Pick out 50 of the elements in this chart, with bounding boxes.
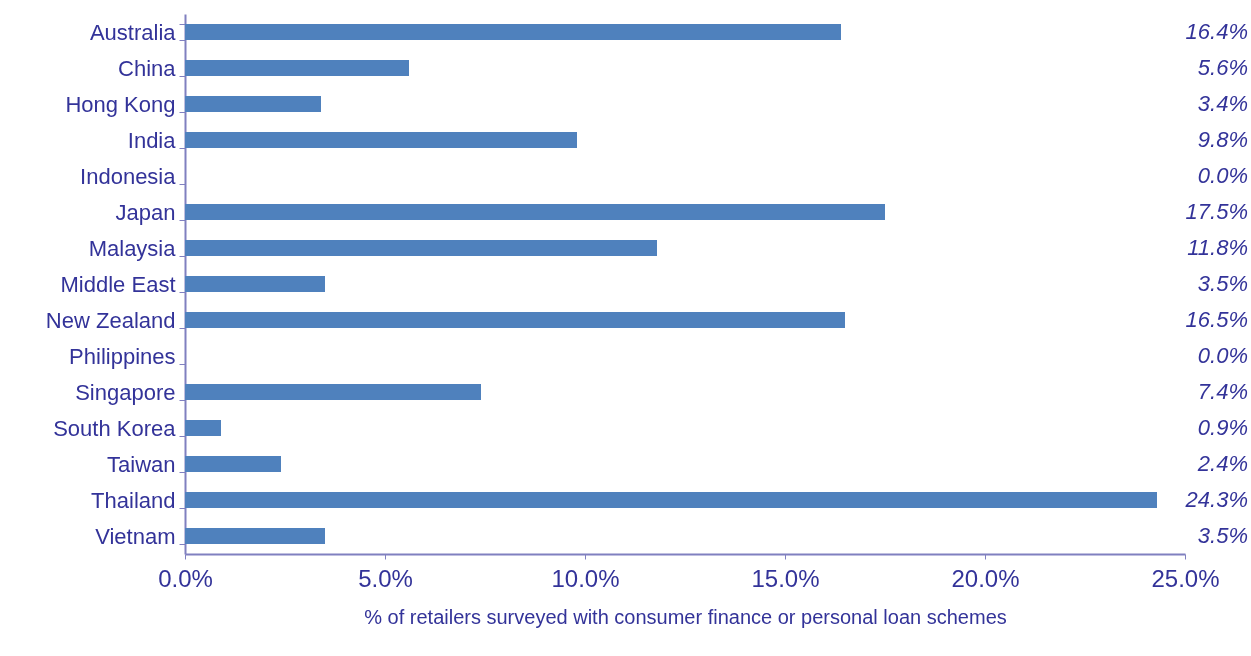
y-tick-label: Japan — [115, 199, 176, 225]
bar — [185, 311, 845, 329]
data-label: 7.4% — [1197, 379, 1248, 404]
x-tick-label: 5.0% — [358, 564, 413, 592]
y-tick-label: Singapore — [75, 379, 176, 405]
x-tick-label: 25.0% — [1151, 564, 1220, 592]
y-tick-label: Australia — [89, 19, 177, 45]
bar — [185, 203, 885, 221]
data-label: 16.5% — [1185, 307, 1248, 332]
data-label: 11.8% — [1187, 235, 1248, 260]
data-label: 16.4% — [1185, 19, 1248, 44]
y-tick-label: South Korea — [53, 415, 177, 441]
bar — [185, 527, 325, 545]
y-tick-label: Thailand — [91, 487, 176, 513]
data-label: 0.0% — [1197, 343, 1248, 368]
x-axis-title: % of retailers surveyed with consumer finance or personal loan schemes — [364, 605, 1007, 628]
y-tick-label: Middle East — [60, 271, 176, 297]
data-label: 9.8% — [1197, 127, 1248, 152]
data-label: 3.5% — [1197, 523, 1248, 548]
bar — [185, 491, 1157, 509]
data-label: 2.4% — [1196, 451, 1248, 476]
x-tick-label: 15.0% — [751, 564, 820, 592]
data-label: 0.0% — [1197, 163, 1248, 188]
bar — [185, 239, 657, 257]
bar — [185, 455, 281, 473]
y-tick-label: Hong Kong — [65, 91, 176, 117]
bar — [185, 383, 481, 401]
y-tick-label: Vietnam — [95, 523, 176, 549]
bar — [185, 23, 841, 41]
bar — [185, 131, 577, 149]
bar — [185, 59, 409, 77]
y-tick-label: New Zealand — [45, 307, 176, 333]
data-label: 3.5% — [1197, 271, 1248, 296]
x-tick-label: 20.0% — [951, 564, 1020, 592]
data-label: 0.9% — [1197, 415, 1248, 440]
y-tick-label: China — [118, 55, 177, 81]
data-label: 17.5% — [1185, 199, 1248, 224]
x-tick-label: 0.0% — [158, 564, 213, 592]
bar — [185, 419, 221, 437]
y-tick-label: Malaysia — [88, 235, 177, 261]
bar — [185, 275, 325, 293]
bar — [185, 95, 321, 113]
y-tick-label: Philippines — [69, 343, 176, 369]
y-tick-label: Indonesia — [80, 163, 177, 189]
x-tick-label: 10.0% — [551, 564, 620, 592]
data-label: 3.4% — [1197, 91, 1248, 116]
y-tick-label: India — [127, 127, 177, 153]
y-tick-label: Taiwan — [107, 451, 176, 477]
data-label: 24.3% — [1184, 487, 1248, 512]
data-label: 5.6% — [1197, 55, 1248, 80]
